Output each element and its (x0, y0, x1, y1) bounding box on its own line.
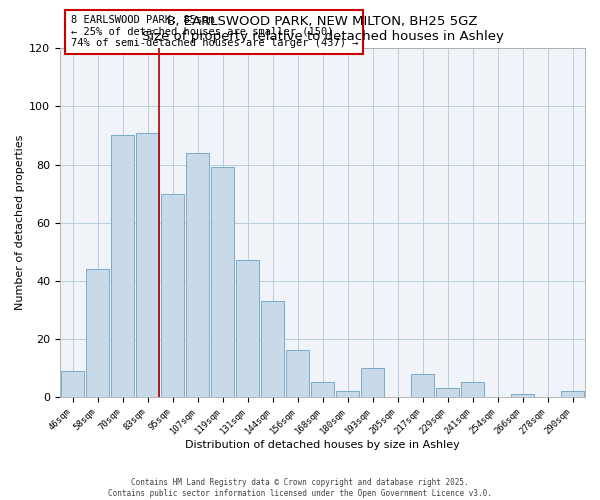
Bar (86, 269, 109, 397)
Text: 8 EARLSWOOD PARK: 85sqm
← 25% of detached houses are smaller (150)
74% of semi-d: 8 EARLSWOOD PARK: 85sqm ← 25% of detache… (71, 15, 358, 48)
Bar (110, 136, 134, 397)
Bar (361, 368, 385, 397)
Bar (560, 391, 584, 397)
Bar (61, 371, 85, 397)
Bar (461, 382, 484, 397)
Bar (236, 260, 259, 397)
X-axis label: Distribution of detached houses by size in Ashley: Distribution of detached houses by size … (185, 440, 460, 450)
Bar (511, 394, 535, 397)
Bar (410, 374, 434, 397)
Bar (286, 350, 310, 397)
Bar (136, 132, 160, 397)
Y-axis label: Number of detached properties: Number of detached properties (15, 135, 25, 310)
Bar (211, 168, 235, 397)
Title: 8, EARLSWOOD PARK, NEW MILTON, BH25 5GZ
Size of property relative to detached ho: 8, EARLSWOOD PARK, NEW MILTON, BH25 5GZ … (142, 15, 503, 43)
Bar (260, 301, 284, 397)
Bar (311, 382, 334, 397)
Text: Contains HM Land Registry data © Crown copyright and database right 2025.
Contai: Contains HM Land Registry data © Crown c… (108, 478, 492, 498)
Bar (335, 391, 359, 397)
Bar (161, 194, 184, 397)
Bar (436, 388, 460, 397)
Bar (185, 153, 209, 397)
